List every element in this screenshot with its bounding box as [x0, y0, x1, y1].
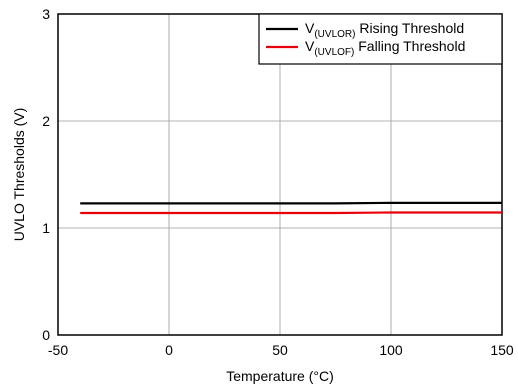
x-tick-label: 150 [490, 342, 514, 358]
legend-entry-1: V(UVLOR) Rising Threshold [305, 20, 464, 40]
series-layer [80, 201, 502, 215]
series-line-2 [80, 211, 502, 215]
y-tick-label: 1 [42, 220, 50, 236]
y-tick-label: 2 [42, 113, 50, 129]
y-axis-label: UVLO Thresholds (V) [11, 108, 27, 242]
x-tick-label: -50 [48, 342, 68, 358]
legend-entry-2: V(UVLOF) Falling Threshold [305, 38, 465, 58]
x-tick-label: 0 [165, 342, 173, 358]
x-axis-label: Temperature (°C) [226, 368, 334, 384]
x-tick-label: 100 [379, 342, 403, 358]
y-tick-label: 3 [42, 6, 50, 22]
y-tick-label: 0 [42, 327, 50, 343]
y-tick-labels: 0 1 2 3 [42, 6, 50, 343]
legend-box [258, 13, 503, 65]
series-line-1 [80, 201, 502, 205]
x-tick-label: 50 [272, 342, 288, 358]
x-tick-labels: -50 0 50 100 150 [48, 342, 514, 358]
